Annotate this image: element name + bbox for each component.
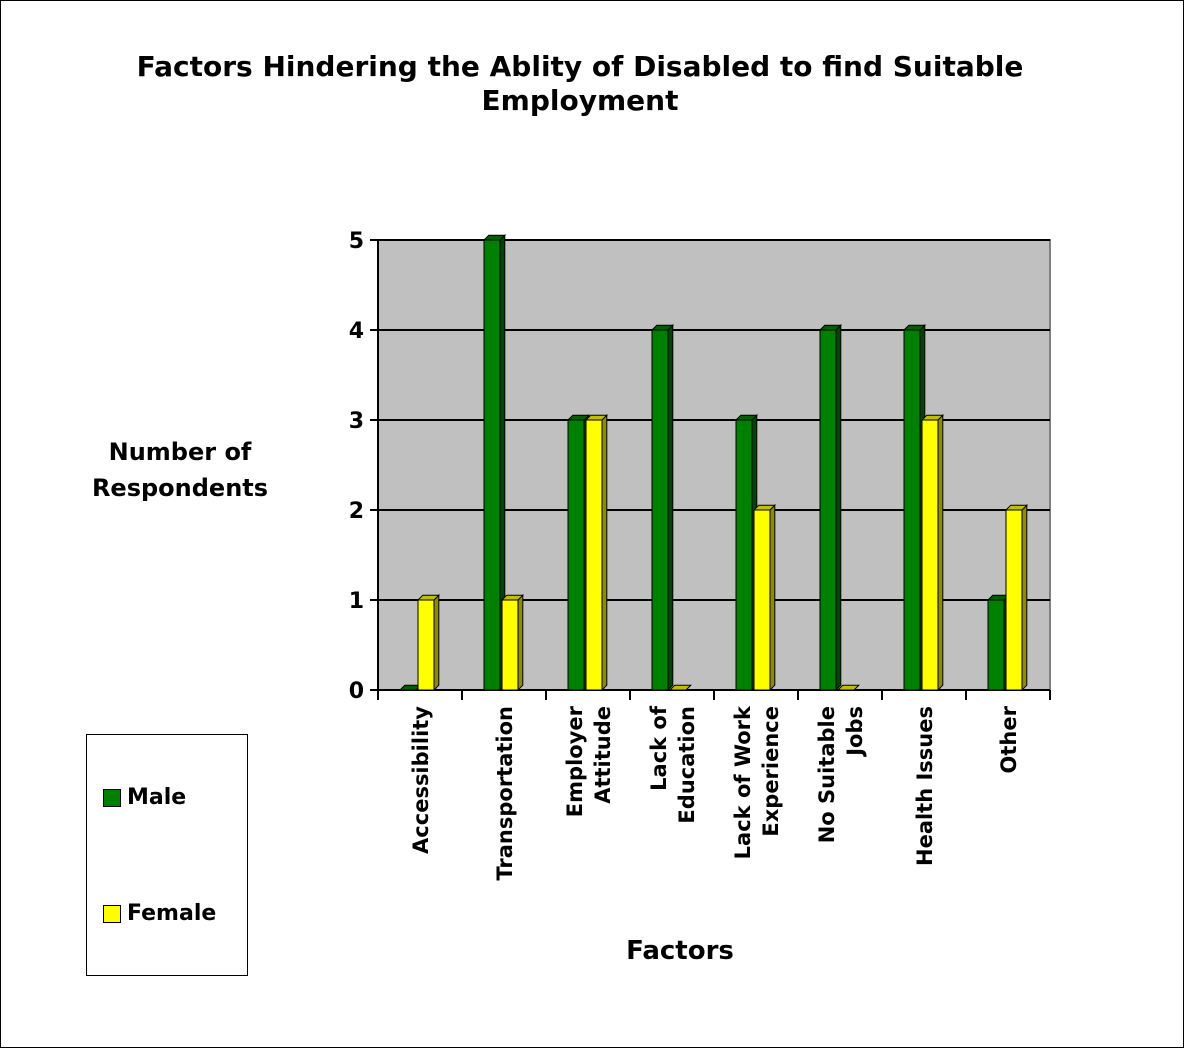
x-tick-label-5-0: No Suitable [815, 706, 839, 843]
x-tick-label-2-1: Attitude [591, 706, 615, 804]
x-tick-label-3-1: Education [675, 706, 699, 824]
bar-male-3 [650, 323, 675, 692]
x-tick-label-6-0: Health Issues [913, 706, 937, 866]
legend-label-male: Male [127, 785, 187, 810]
y-axis-label: Number of Respondents [91, 438, 269, 502]
legend: Male Female [86, 734, 248, 976]
x-tick-label-0-0: Accessibility [409, 706, 433, 854]
bar-male-1 [482, 233, 507, 692]
bar-female-3 [668, 684, 693, 691]
y-tick-label-2: 2 [349, 499, 364, 524]
bar-female-0 [416, 593, 441, 692]
legend-item-female: Female [103, 901, 216, 926]
bar-female-6 [920, 413, 945, 692]
bar-female-7 [1004, 503, 1029, 692]
legend-label-female: Female [127, 901, 217, 926]
x-tick-label-3-0: Lack of [647, 705, 671, 791]
y-tick-label-5: 5 [349, 229, 364, 254]
y-tick-label-4: 4 [349, 319, 364, 344]
legend-item-male: Male [103, 785, 186, 810]
y-tick-label-3: 3 [349, 409, 364, 434]
y-tick-label-1: 1 [349, 589, 364, 614]
bar-female-2 [584, 413, 609, 692]
x-tick-label-2-0: Employer [563, 705, 587, 817]
chart-title: Factors Hindering the Ablity of Disabled… [136, 50, 1024, 117]
bar-female-1 [500, 593, 525, 692]
y-tick-label-0: 0 [349, 679, 364, 704]
x-axis-label: Factors [626, 936, 734, 966]
x-tick-label-4-0: Lack of Work [731, 705, 755, 859]
x-tick-label-7-0: Other [997, 705, 1021, 773]
plot-area [377, 239, 1051, 691]
bar-female-5 [836, 684, 861, 691]
bar-male-5 [818, 323, 843, 692]
legend-swatch-female [103, 904, 121, 923]
bar-female-4 [752, 503, 777, 692]
x-tick-label-4-1: Experience [759, 706, 783, 837]
x-tick-label-1-0: Transportation [493, 706, 517, 881]
x-tick-label-5-1: Jobs [843, 706, 867, 758]
legend-swatch-male [103, 788, 121, 807]
